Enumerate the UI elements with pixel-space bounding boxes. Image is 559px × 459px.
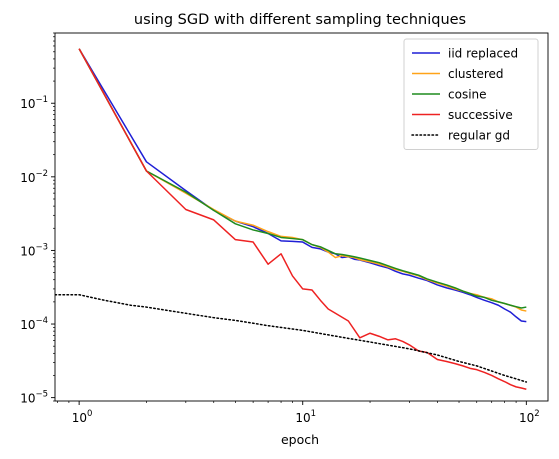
legend-label: regular gd	[448, 129, 510, 143]
chart-title: using SGD with different sampling techni…	[134, 12, 466, 28]
x-axis-label: epoch	[281, 432, 319, 447]
y-tick-label: 10−1	[20, 95, 48, 111]
series-line-cosine	[78, 48, 527, 309]
y-tick-label: 10−3	[20, 242, 48, 258]
x-tick-label: 101	[295, 409, 316, 425]
legend-label: clustered	[448, 67, 504, 81]
legend: iid replaced clustered cosine successive reg…	[403, 38, 539, 150]
x-tick-label: 102	[519, 409, 540, 425]
x-tick-label: 100	[72, 409, 93, 425]
major-ticks: 100 101 102 10−1 10−2 10−3 10−4 10−5	[20, 95, 539, 425]
series-line-iid-replaced	[78, 48, 527, 323]
series-layer	[55, 48, 528, 390]
plot-area-frame	[54, 32, 549, 402]
series-line-successive	[78, 48, 527, 390]
legend-label: iid replaced	[448, 47, 518, 61]
legend-box	[403, 38, 539, 150]
y-tick-label: 10−5	[20, 390, 48, 406]
y-tick-label: 10−2	[20, 169, 48, 185]
series-line-regular-gd	[55, 293, 528, 383]
legend-label: successive	[448, 108, 513, 122]
y-tick-label: 10−4	[20, 316, 48, 332]
legend-label: cosine	[448, 88, 487, 102]
